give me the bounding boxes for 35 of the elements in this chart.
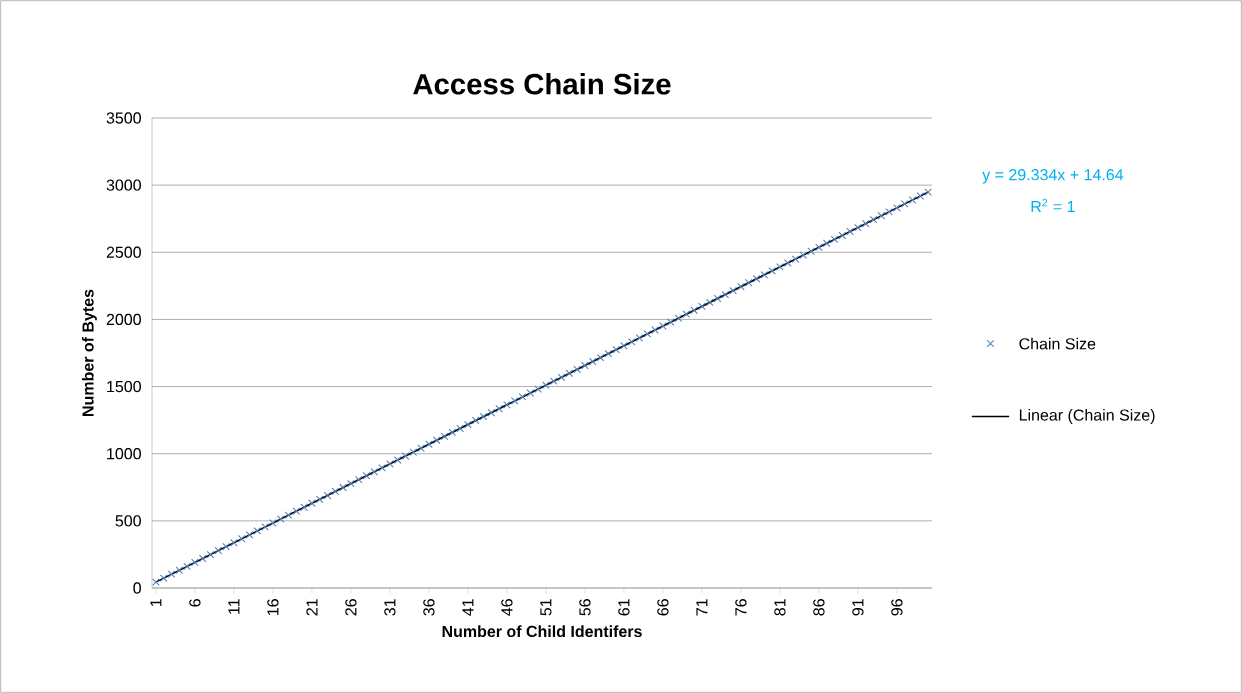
y-tick-label: 1000 [107,448,141,460]
x-tick-label: 21 [306,599,318,616]
y-tick-label: 2500 [106,246,141,258]
x-tick-label: 46 [501,599,513,616]
x-tick-label: 91 [852,599,864,616]
y-tick-label: 3500 [106,112,141,124]
chart-title: Access Chain Size [413,73,671,95]
x-tick-label: 16 [267,599,279,615]
y-tick-label: 500 [115,515,141,527]
y-tick-label: 0 [133,582,141,594]
x-tick-label: 76 [735,599,747,616]
text: R$^{2}$ = 1 [1031,198,1075,213]
x-tick-label: 56 [579,599,591,616]
y-axis-title: Number of Bytes [81,289,97,416]
x-tick-label: 31 [384,599,396,616]
x-tick-label: 6 [189,599,201,607]
x-tick-label: 41 [462,599,474,616]
x-tick-label: 81 [774,599,786,616]
x-tick-label: 71 [696,599,708,616]
x-tick-label: 86 [813,599,825,616]
x-tick-label: 11 [228,599,240,614]
x-tick-label: 66 [657,599,669,616]
x-tick-label: 51 [540,599,552,616]
x-tick-label: 36 [423,599,435,616]
y-tick-label: 1500 [107,380,141,393]
y-tick-label: 3000 [106,179,141,191]
x-axis-title: Number of Child Identifers [442,625,642,638]
x-tick-label: 26 [345,599,357,616]
x-tick-label: 1 [150,599,162,607]
x-tick-label: 61 [618,599,630,616]
text: y = 29.334x + 14.64 [982,169,1124,184]
legend-label: Linear (Chain Size) [1019,409,1155,424]
x-tick-label: 96 [891,599,903,616]
legend-label: Chain Size [1019,337,1096,350]
y-tick-label: 2000 [106,313,141,326]
